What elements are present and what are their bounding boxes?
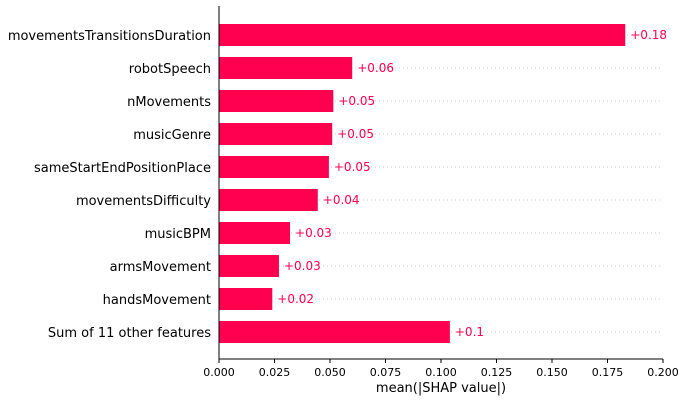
bar-2 [219,90,334,112]
x-tick-label: 0.100 [425,366,457,379]
bar-3 [219,123,333,145]
value-label: +0.06 [357,61,394,75]
bar-9 [219,321,450,343]
value-label: +0.02 [277,292,314,306]
x-tick-label: 0.200 [647,366,679,379]
bar-4 [219,156,329,178]
grid-layer [219,34,663,333]
labels-layer: movementsTransitionsDuration +0.18 robotSp… [8,28,667,341]
value-label: +0.18 [630,28,667,42]
category-label: handsMovement [103,293,211,308]
x-axis-title: mean(|SHAP value|) [376,381,506,396]
axis-layer: 0.000 0.025 0.050 0.075 0.100 0.125 0.150 0.175… [203,6,679,379]
category-label: Sum of 11 other features [48,326,211,341]
x-tick-label: 0.000 [203,366,235,379]
x-tick-label: 0.025 [259,366,291,379]
x-tick-label: 0.125 [481,366,513,379]
category-label: sameStartEndPositionPlace [34,161,211,176]
bar-6 [219,222,291,244]
bar-5 [219,189,318,211]
category-label: movementsTransitionsDuration [8,29,211,44]
value-label: +0.03 [284,259,321,273]
bar-8 [219,288,273,310]
bar-1 [219,57,353,79]
x-tick-label: 0.175 [592,366,624,379]
category-label: robotSpeech [129,62,211,77]
category-label: musicBPM [145,227,211,242]
value-label: +0.03 [295,226,332,240]
value-label: +0.04 [323,193,360,207]
bar-7 [219,255,279,277]
bars-layer [219,24,626,343]
category-label: nMovements [127,95,211,110]
category-label: musicGenre [133,128,211,143]
category-label: armsMovement [110,260,211,275]
x-tick-label: 0.150 [536,366,568,379]
x-tick-label: 0.050 [314,366,346,379]
category-label: movementsDifficulty [76,194,211,209]
bar-0 [219,24,626,46]
value-label: +0.05 [334,160,371,174]
value-label: +0.1 [455,325,484,339]
value-label: +0.05 [338,94,375,108]
value-label: +0.05 [337,127,374,141]
x-tick-label: 0.075 [370,366,402,379]
